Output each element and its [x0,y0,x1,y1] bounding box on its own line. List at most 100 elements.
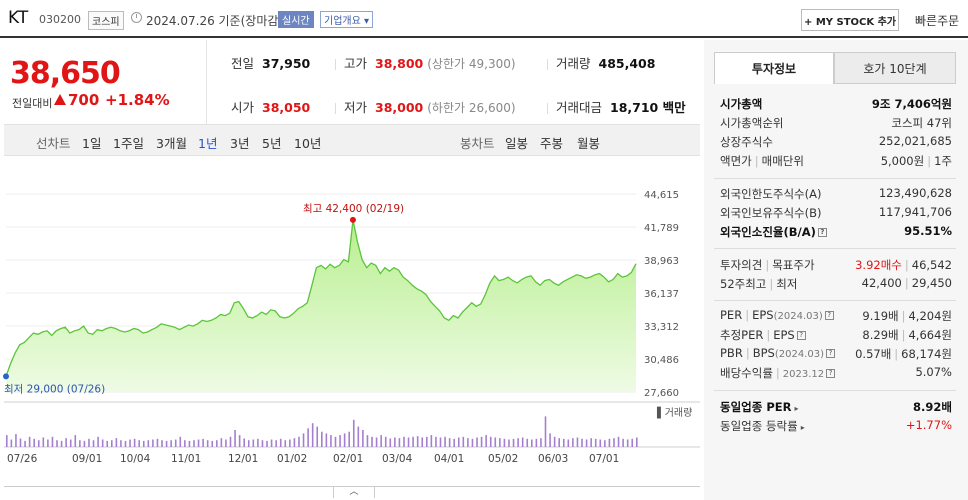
bps-year: (2024.03) [774,349,824,360]
mcap-rank-value: 코스피 47위 [891,116,952,130]
collapse-chart-button[interactable]: ︿ [333,486,375,498]
divider [714,300,956,301]
dividend-value: 5.07% [915,365,952,379]
volume-bar [124,440,127,447]
mcap-rank-label: 시가총액순위 [720,116,784,130]
price-line [5,219,637,377]
x-tick-label: 10/04 [120,453,151,465]
volume-bar [279,438,282,447]
volume-bar [462,436,465,447]
volume-bar [499,438,501,447]
foreign-hold-label: 외국인보유주식수(B) [720,206,822,220]
volume-bar [275,440,277,447]
volume-bar [19,438,22,447]
my-stock-add-button[interactable]: + MY STOCK 추가 [801,9,899,31]
x-tick-label: 03/04 [382,453,413,465]
quote-grid: 전일 37,950 고가 38,800 (상한가 49,300) 거래량 485,40… [206,40,700,124]
tab-10year[interactable]: 10년 [294,136,322,151]
volume-bar [375,437,378,447]
fper-value: 8.29배 [862,328,899,342]
tab-3month[interactable]: 3개월 [156,136,187,151]
realtime-badge[interactable]: 실시간 [278,11,314,28]
volume-bar [494,437,497,447]
volume-bar [92,440,95,447]
tab-weekly-candle[interactable]: 주봉 [540,136,564,151]
foreign-ratio-label: 외국인소진율(B/A) [720,225,816,239]
tab-daily-candle[interactable]: 일봉 [505,136,529,151]
opinion-value: 3.92매수 [855,258,902,272]
volume-bar [142,440,145,447]
sector-per-label[interactable]: 동일업종 PER [720,400,792,414]
sector-rate-label[interactable]: 동일업종 등락률 [720,419,798,433]
volume-bar [334,436,337,447]
amount-label: 거래대금 [556,100,603,115]
bps-label: BPS [752,346,775,360]
volume-bar [371,436,373,447]
market-badge: 코스피 [88,11,124,30]
volume-bar [585,439,588,447]
company-info-dropdown[interactable]: 기업개요 ▾ [320,11,373,28]
tab-5year[interactable]: 5년 [262,136,282,151]
amount-value: 18,710 백만 [610,100,686,115]
help-icon[interactable]: ? [817,228,827,237]
volume-bar [65,438,67,447]
open-price: 시가 38,050 [231,97,310,116]
unit-label: 매매단위 [761,154,804,168]
tab-1year[interactable]: 1년 [198,136,218,151]
volume-bar [115,438,118,447]
w52-high-label: 52주최고 [720,277,767,291]
volume-bar [444,436,446,447]
help-icon[interactable]: ? [824,311,834,320]
tab-1day[interactable]: 1일 [82,136,102,151]
tab-1week[interactable]: 1주일 [113,136,144,151]
help-icon[interactable]: ? [826,369,836,378]
volume-bar [412,436,414,447]
high-price: 고가 38,800 (상한가 49,300) [335,53,516,72]
volume-bar [152,439,154,447]
mcap-row: 시가총액 9조 7,406억원 [720,96,952,114]
x-tick-label: 07/26 [7,453,38,465]
volume-bar [508,439,510,447]
low-value: 38,000 [375,100,424,115]
volume-bar [307,428,309,447]
volume-bar [457,437,460,447]
y-tick-label: 33,312 [644,322,679,333]
volume-bar [216,440,218,447]
stock-code: 030200 [39,13,81,26]
volume-bar [467,438,469,447]
low-price: 저가 38,000 (하한가 26,600) [335,97,516,116]
volume-bar [512,438,515,447]
x-tick-label: 11/01 [171,453,201,465]
tab-hoga-10[interactable]: 호가 10단계 [834,52,956,84]
volume-bar [439,437,442,447]
volume-bar [562,438,565,447]
trade-amount: 거래대금 18,710 백만 [547,97,686,116]
volume-bar [503,438,506,447]
volume-bar [15,434,17,447]
price-chart[interactable]: 44,615 41,789 38,963 36,137 33,312 30,486 27,6… [0,160,700,470]
tab-monthly-candle[interactable]: 월봉 [577,136,601,151]
volume-bar [138,440,140,447]
volume-bar [106,440,109,447]
help-icon[interactable]: ? [825,349,835,358]
volume-bar [622,438,624,447]
volume-bar [298,436,300,447]
tab-3year[interactable]: 3년 [230,136,250,151]
par-label: 액면가 [720,154,752,168]
volume-bar [197,439,200,447]
help-icon[interactable]: ? [796,331,806,340]
y-tick-label: 44,615 [644,190,679,201]
volume-bar [284,440,287,447]
invest-info-panel: 투자정보 호가 10단계 시가총액 9조 7,406억원 시가총액순위 코스피 47… [704,40,968,500]
opinion-label: 투자의견 [720,258,763,272]
quick-order-link[interactable]: 빠른주문 [915,14,960,28]
volume-bar [430,435,433,447]
bps-value: 68,174원 [901,347,952,361]
volume-bar [10,439,13,447]
high-marker [349,216,356,223]
volume-bar [234,430,236,447]
volume-bar [83,440,86,447]
volume-bar [389,438,392,447]
volume-bar [184,440,186,447]
tab-invest-info[interactable]: 투자정보 [714,52,834,84]
